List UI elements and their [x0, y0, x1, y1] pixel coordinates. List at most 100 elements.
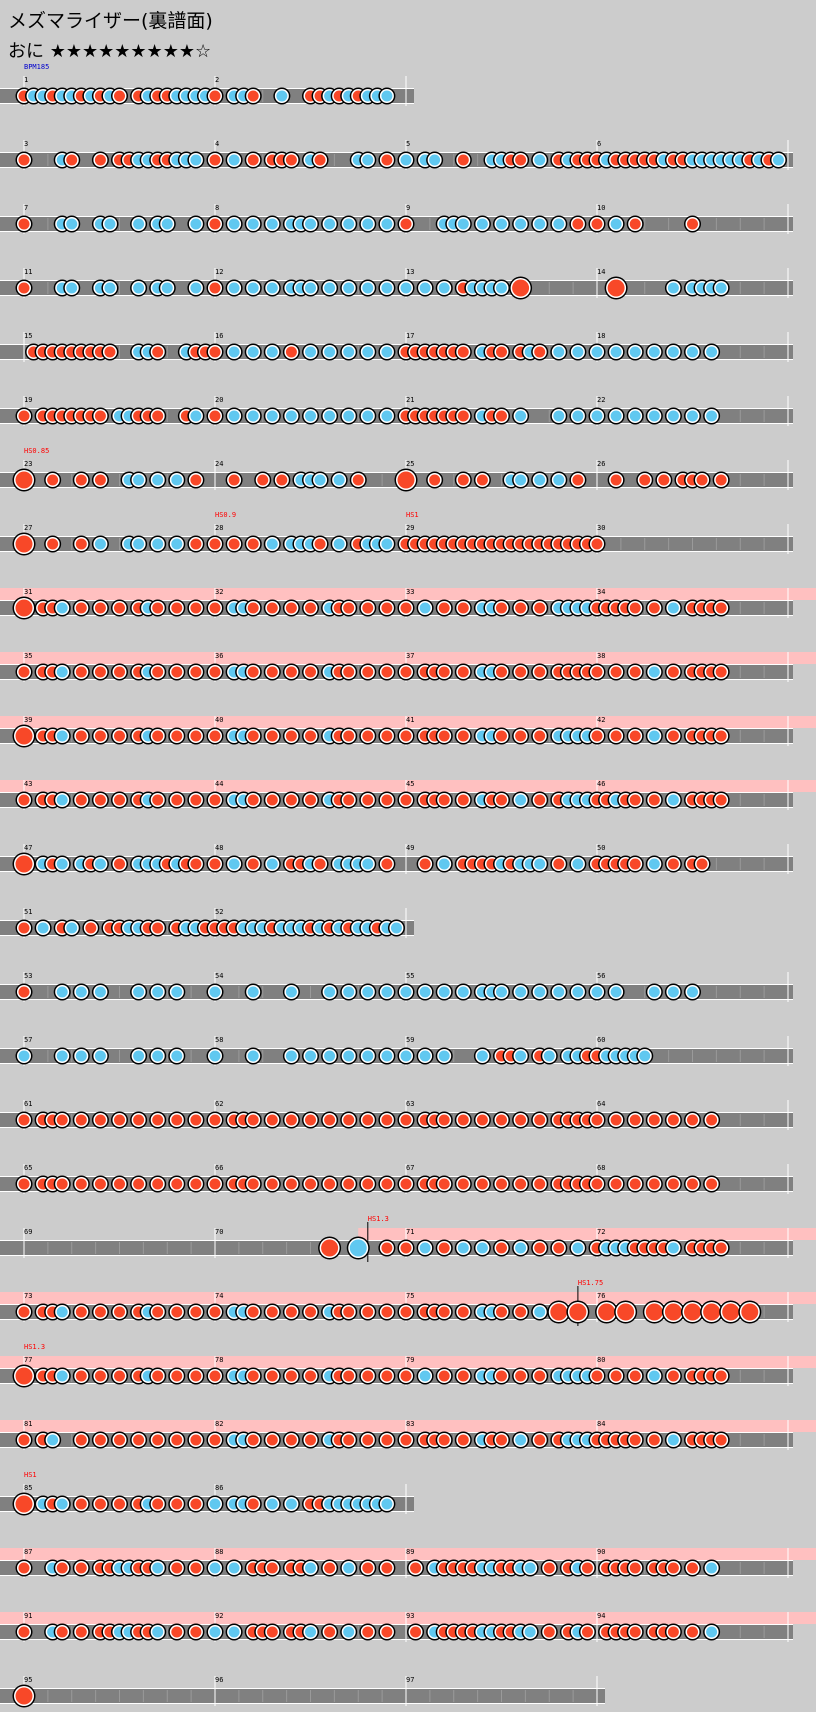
ka-note	[133, 218, 145, 230]
don-note	[152, 794, 164, 806]
don-note	[591, 1114, 603, 1126]
don-note	[457, 1370, 469, 1382]
don-note	[629, 666, 641, 678]
ka-note	[419, 602, 431, 614]
don-note	[15, 855, 33, 873]
don-note	[305, 1114, 316, 1126]
don-note	[667, 730, 679, 742]
don-note	[209, 1370, 221, 1382]
measure-number: 20	[215, 396, 223, 404]
ka-note	[228, 1562, 240, 1574]
don-note	[190, 858, 202, 870]
ka-note	[381, 410, 393, 422]
lane-bottom-edge	[0, 1319, 793, 1320]
don-note	[400, 1370, 412, 1382]
don-note	[15, 535, 33, 553]
don-note	[543, 1626, 555, 1638]
don-note	[381, 1306, 393, 1318]
don-note	[209, 90, 221, 102]
don-note	[400, 602, 412, 614]
measure-number: 91	[24, 1612, 32, 1620]
ka-note	[419, 1370, 431, 1382]
don-note	[171, 730, 183, 742]
ka-note	[209, 1626, 221, 1638]
measure-number: 61	[24, 1100, 32, 1108]
don-note	[114, 1178, 125, 1190]
measure-number: 95	[24, 1676, 32, 1684]
don-note	[94, 1306, 106, 1318]
ka-note	[276, 90, 288, 102]
don-note	[285, 794, 297, 806]
don-note	[515, 730, 527, 742]
don-note	[171, 1114, 183, 1126]
measure-number: 83	[406, 1420, 414, 1428]
measure-number: 48	[215, 844, 223, 852]
don-note	[75, 1498, 87, 1510]
ka-note	[648, 730, 660, 742]
star-rating: ★★★★★★★★★☆	[49, 41, 212, 62]
ka-note	[534, 986, 546, 998]
measure-number: 54	[215, 972, 223, 980]
ka-note	[75, 1050, 87, 1062]
don-note	[171, 1178, 183, 1190]
ka-note	[381, 90, 393, 102]
ka-note	[553, 986, 565, 998]
don-note	[438, 1178, 450, 1190]
measure-number: 16	[215, 332, 223, 340]
lane-top-edge	[0, 536, 793, 537]
don-note	[209, 730, 221, 742]
don-note	[75, 474, 87, 486]
don-note	[94, 1370, 106, 1382]
ka-note	[687, 986, 698, 998]
don-note	[114, 794, 125, 806]
lane-top-edge	[0, 1496, 414, 1497]
annotation-label: HS0.9	[215, 511, 236, 519]
don-note	[553, 1242, 565, 1254]
ka-note	[133, 1050, 145, 1062]
don-note	[15, 1687, 33, 1705]
ka-note	[476, 218, 488, 230]
don-note	[400, 1242, 412, 1254]
ka-note	[94, 538, 106, 550]
don-note	[266, 730, 278, 742]
don-note	[703, 1303, 721, 1321]
don-note	[56, 1114, 68, 1126]
ka-note	[381, 538, 393, 550]
don-note	[343, 666, 355, 678]
don-note	[438, 1242, 450, 1254]
ka-note	[524, 1562, 536, 1574]
don-note	[515, 154, 527, 166]
don-note	[75, 1178, 87, 1190]
ka-note	[324, 346, 336, 358]
lane-top-edge	[0, 664, 793, 665]
don-note	[114, 602, 125, 614]
don-note	[496, 1306, 507, 1318]
don-note	[352, 474, 364, 486]
don-note	[190, 666, 202, 678]
don-note	[152, 602, 164, 614]
measure-number: 68	[597, 1164, 605, 1172]
lane-bottom-edge	[0, 743, 793, 744]
don-note	[362, 1434, 374, 1446]
measure-number: 33	[406, 588, 414, 596]
don-note	[104, 346, 116, 358]
don-note	[741, 1303, 759, 1321]
ka-note	[362, 858, 374, 870]
don-note	[171, 1626, 183, 1638]
don-note	[94, 730, 106, 742]
annotation-label: HS1.3	[368, 1215, 389, 1223]
measure-number: 78	[215, 1356, 223, 1364]
don-note	[496, 1242, 507, 1254]
ka-note	[667, 346, 679, 358]
lane-bottom-edge	[0, 807, 793, 808]
don-note	[324, 1626, 336, 1638]
ka-note	[343, 1050, 355, 1062]
don-note	[114, 730, 125, 742]
don-note	[362, 602, 374, 614]
lane-top-edge	[0, 1368, 793, 1369]
don-note	[438, 1114, 450, 1126]
don-note	[687, 218, 698, 230]
ka-note	[706, 1562, 718, 1574]
ka-note	[534, 858, 546, 870]
don-note	[114, 666, 125, 678]
